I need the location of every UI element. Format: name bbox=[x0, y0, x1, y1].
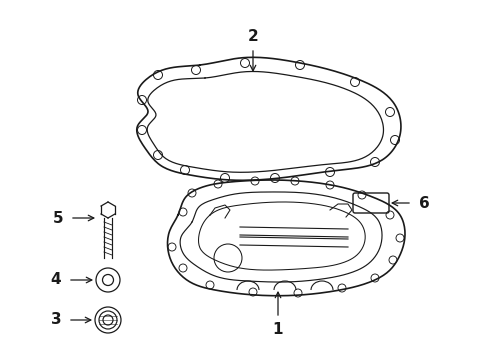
Text: 5: 5 bbox=[53, 211, 63, 225]
Text: 6: 6 bbox=[418, 195, 428, 211]
Text: 2: 2 bbox=[247, 28, 258, 44]
Text: 4: 4 bbox=[51, 273, 61, 288]
Text: 1: 1 bbox=[272, 323, 283, 338]
Text: 3: 3 bbox=[51, 312, 61, 328]
